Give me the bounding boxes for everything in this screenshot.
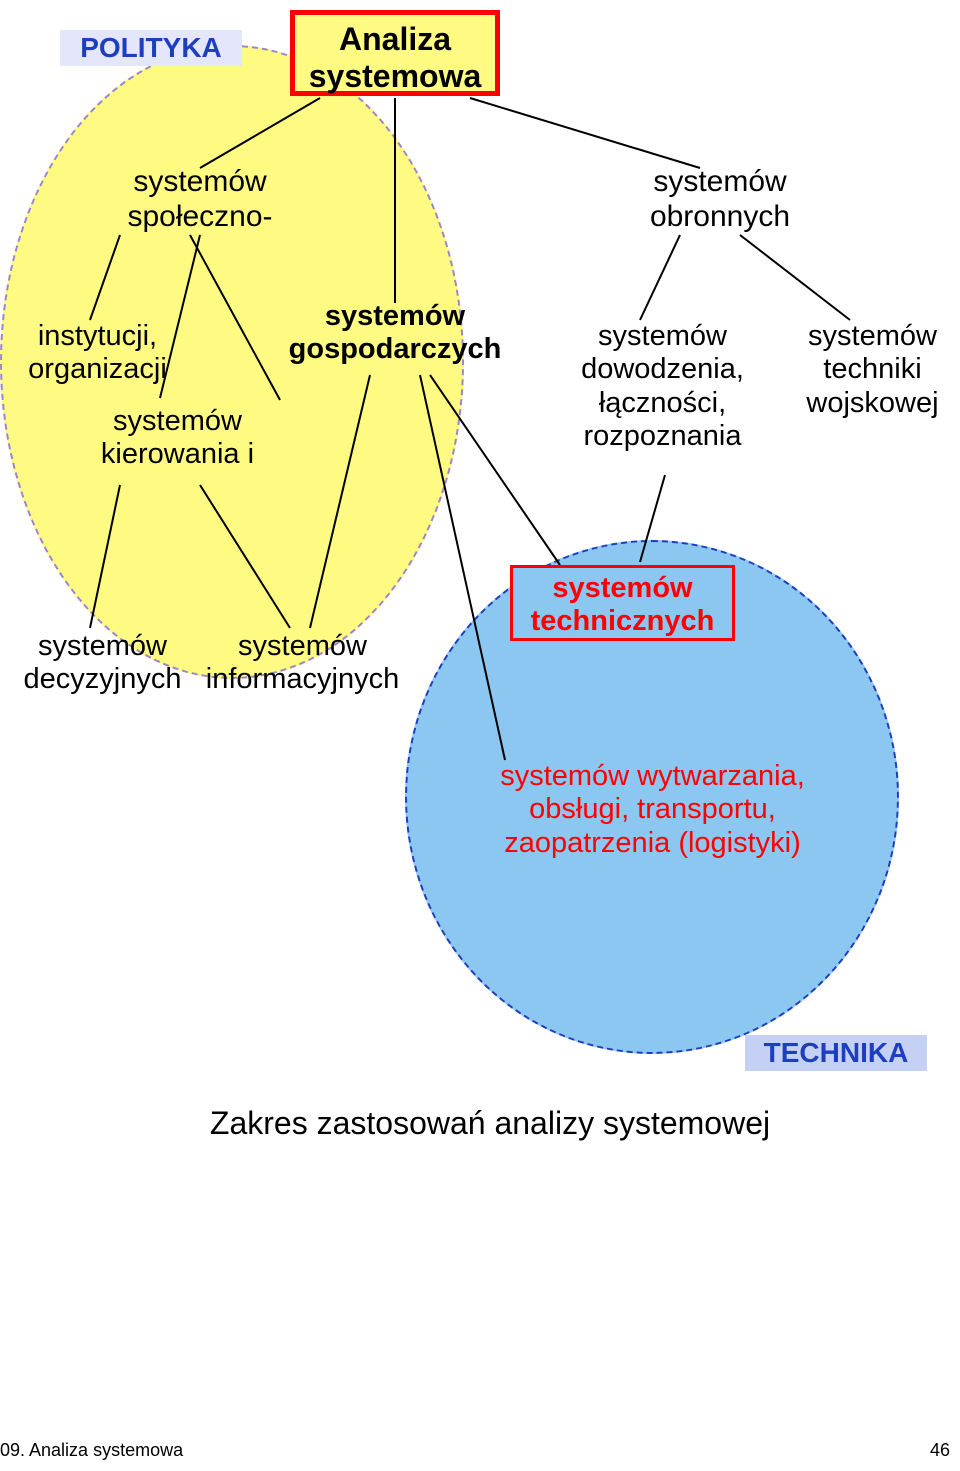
node-instytucji-organizacji-line: instytucji, — [0, 320, 195, 353]
node-systemow-techniki-wojskowej-line: wojskowej — [785, 387, 960, 420]
node-systemow-obronnych: systemówobronnych — [620, 165, 820, 234]
node-systemow-spoleczno: systemówspołeczno- — [100, 165, 300, 234]
node-systemow-techniki-wojskowej-line: systemów — [785, 320, 960, 353]
node-analiza-systemowa-line: systemowa — [301, 58, 489, 95]
edge — [470, 98, 700, 168]
node-systemow-gospodarczych-line: systemów — [265, 300, 525, 333]
caption-text: Zakres zastosowań analizy systemowej — [210, 1105, 770, 1141]
label-technika-text: TECHNIKA — [764, 1037, 909, 1068]
node-systemow-kierowania-line: systemów — [70, 405, 285, 438]
node-systemow-technicznych-line: systemów — [517, 572, 728, 605]
node-systemow-dowodzenia: systemówdowodzenia,łączności,rozpoznania — [555, 320, 770, 453]
node-instytucji-organizacji-line: organizacji — [0, 353, 195, 386]
edge — [740, 235, 850, 320]
node-systemow-wytwarzania-line: systemów wytwarzania, — [455, 760, 850, 793]
footer-right: 46 — [910, 1440, 950, 1461]
node-systemow-wytwarzania-line: obsługi, transportu, — [455, 793, 850, 826]
node-systemow-obronnych-line: obronnych — [620, 200, 820, 235]
edge — [640, 235, 680, 320]
node-systemow-kierowania-line: kierowania i — [70, 438, 285, 471]
diagram-stage: POLITYKA TECHNIKA Analizasystemowa syste… — [0, 0, 960, 1471]
node-systemow-informacyjnych-line: systemów — [175, 630, 430, 663]
label-polityka: POLITYKA — [60, 30, 242, 66]
label-technika: TECHNIKA — [745, 1035, 927, 1071]
node-systemow-dowodzenia-line: łączności, — [555, 387, 770, 420]
label-polityka-text: POLITYKA — [80, 32, 222, 63]
node-systemow-wytwarzania: systemów wytwarzania,obsługi, transportu… — [455, 760, 850, 860]
caption: Zakres zastosowań analizy systemowej — [180, 1105, 800, 1142]
node-instytucji-organizacji: instytucji,organizacji — [0, 320, 195, 387]
node-systemow-techniki-wojskowej: systemówtechnikiwojskowej — [785, 320, 960, 420]
node-systemow-dowodzenia-line: dowodzenia, — [555, 353, 770, 386]
node-systemow-informacyjnych-line: informacyjnych — [175, 663, 430, 696]
node-systemow-dowodzenia-line: rozpoznania — [555, 420, 770, 453]
footer-left: 09. Analiza systemowa — [0, 1440, 300, 1461]
node-systemow-technicznych-line: technicznych — [517, 605, 728, 638]
node-systemow-gospodarczych: systemówgospodarczych — [265, 300, 525, 367]
node-systemow-obronnych-line: systemów — [620, 165, 820, 200]
footer-right-text: 46 — [930, 1440, 950, 1460]
node-systemow-informacyjnych: systemówinformacyjnych — [175, 630, 430, 697]
node-systemow-gospodarczych-line: gospodarczych — [265, 333, 525, 366]
node-systemow-dowodzenia-line: systemów — [555, 320, 770, 353]
node-systemow-kierowania: systemówkierowania i — [70, 405, 285, 472]
footer-left-text: 09. Analiza systemowa — [0, 1440, 183, 1460]
node-systemow-wytwarzania-line: zaopatrzenia (logistyki) — [455, 827, 850, 860]
node-analiza-systemowa-line: Analiza — [301, 21, 489, 58]
node-systemow-spoleczno-line: społeczno- — [100, 200, 300, 235]
node-systemow-techniki-wojskowej-line: techniki — [785, 353, 960, 386]
node-analiza-systemowa: Analizasystemowa — [290, 10, 500, 96]
node-systemow-technicznych: systemówtechnicznych — [510, 565, 735, 641]
node-systemow-spoleczno-line: systemów — [100, 165, 300, 200]
